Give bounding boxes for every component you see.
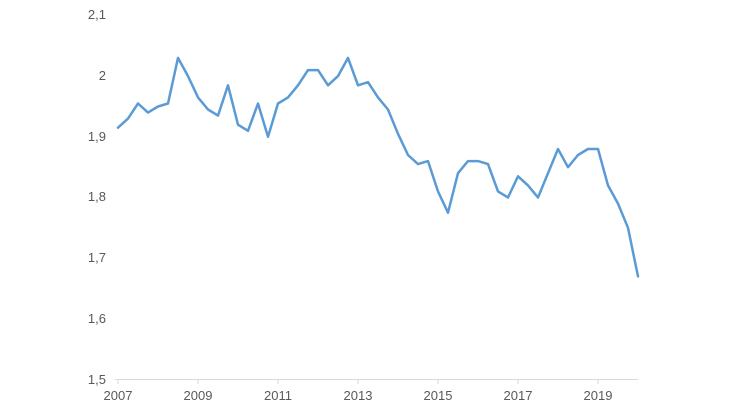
y-axis-tick-label: 1,5 [87,371,106,387]
data-series-line [116,56,640,278]
y-axis-tick-label: 1,7 [87,250,106,266]
x-axis-tick-label: 2013 [343,388,373,403]
x-axis-tick-label: 2015 [423,388,453,403]
x-axis-tick-label: 2019 [583,388,613,403]
y-axis-tick-label: 2 [98,68,106,84]
x-axis-tick-label: 2007 [103,388,133,403]
y-axis-tick-label: 1,9 [87,128,106,144]
x-axis-tick-label: 2017 [503,388,533,403]
y-axis-tick-label: 1,8 [87,189,106,205]
x-axis-tick-label: 2011 [264,388,292,403]
y-axis-tick-label: 1,6 [87,310,106,326]
x-axis-tick-label: 2009 [183,388,213,403]
y-axis-tick-label: 2,1 [87,7,106,23]
